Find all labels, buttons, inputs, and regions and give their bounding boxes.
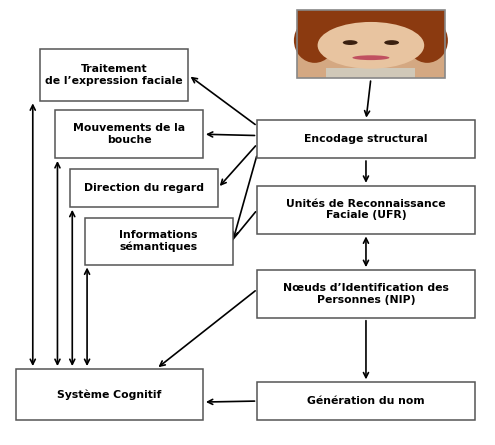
Bar: [40, 49, 188, 101]
Text: Informations
sémantiques: Informations sémantiques: [119, 230, 198, 252]
Bar: [257, 121, 475, 158]
Bar: [70, 169, 218, 207]
Ellipse shape: [294, 18, 336, 63]
Bar: [257, 186, 475, 234]
Text: Mouvements de la
bouche: Mouvements de la bouche: [73, 123, 185, 145]
Text: Direction du regard: Direction du regard: [84, 183, 204, 193]
Bar: [85, 218, 233, 265]
Bar: [257, 270, 475, 318]
Bar: [297, 9, 445, 78]
Text: Encodage structural: Encodage structural: [304, 134, 428, 144]
Bar: [297, 9, 445, 40]
Bar: [55, 110, 203, 158]
Ellipse shape: [406, 18, 448, 63]
Ellipse shape: [352, 55, 390, 60]
Ellipse shape: [343, 40, 357, 45]
Ellipse shape: [384, 40, 399, 45]
Bar: [297, 9, 445, 78]
Bar: [257, 382, 475, 420]
Bar: [327, 68, 415, 78]
Text: Traitement
de l’expression faciale: Traitement de l’expression faciale: [46, 64, 183, 86]
Text: Système Cognitif: Système Cognitif: [57, 389, 161, 400]
Ellipse shape: [318, 22, 424, 69]
Bar: [15, 369, 203, 420]
Text: Génération du nom: Génération du nom: [307, 396, 425, 406]
Text: Unités de Reconnaissance
Faciale (UFR): Unités de Reconnaissance Faciale (UFR): [286, 199, 446, 220]
Text: Nœuds d’Identification des
Personnes (NIP): Nœuds d’Identification des Personnes (NI…: [283, 283, 449, 305]
